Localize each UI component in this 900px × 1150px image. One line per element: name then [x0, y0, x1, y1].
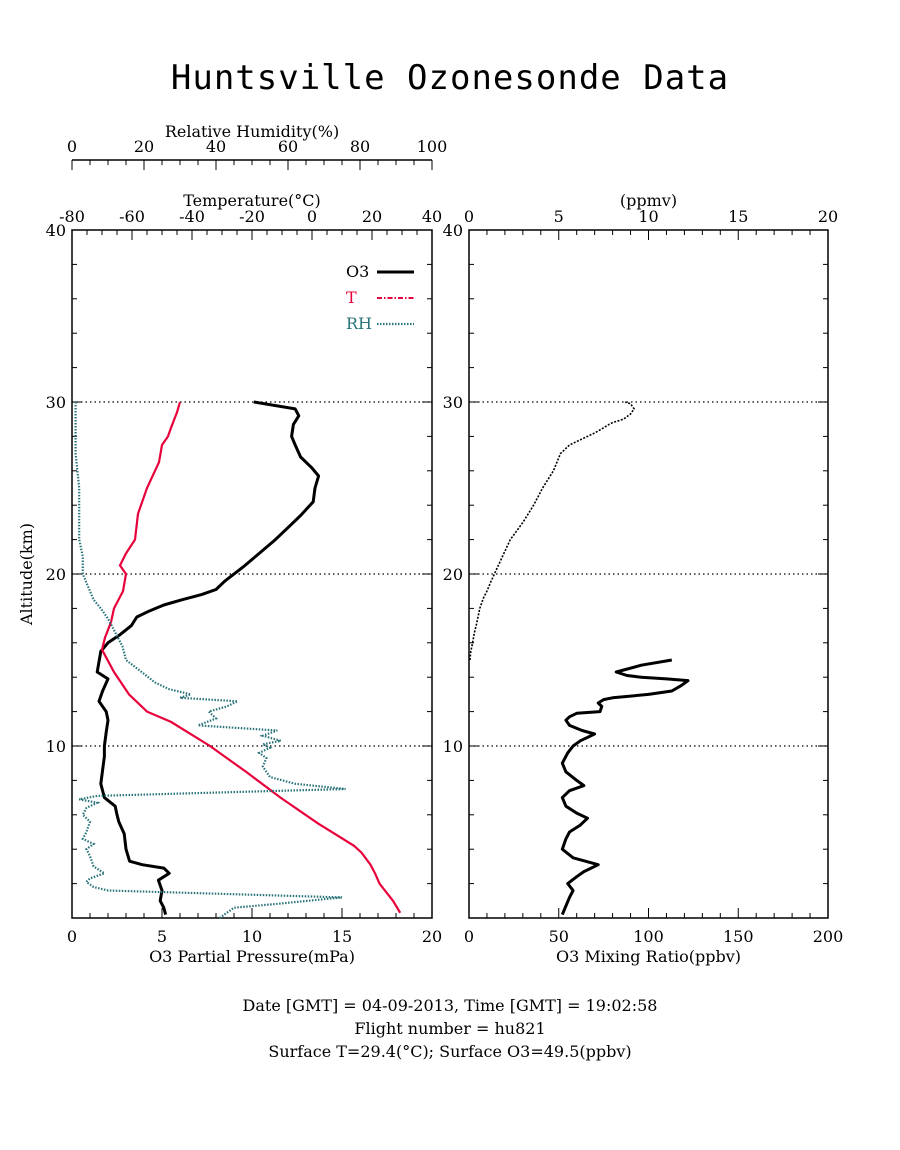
x-bottom-tick-label: 0 — [67, 927, 77, 946]
y-tick-label: 40 — [443, 221, 463, 240]
y-tick-label: 30 — [46, 393, 66, 412]
y-tick-label: 20 — [443, 565, 463, 584]
x-top-temperature-tick-label: 20 — [362, 207, 382, 226]
x-bottom-tick-label: 20 — [422, 927, 442, 946]
x-top-axis-label: (ppmv) — [620, 191, 677, 210]
y-tick-label: 40 — [46, 221, 66, 240]
series-line-rh — [74, 402, 346, 919]
x-top-temperature-tick-label: 40 — [422, 207, 442, 226]
x-top-rh-tick-label: 80 — [350, 137, 370, 156]
legend-label-rh: RH — [346, 314, 372, 333]
x-bottom-tick-label: 5 — [157, 927, 167, 946]
x-bottom-axis-label: O3 Mixing Ratio(ppbv) — [556, 947, 741, 966]
x-bottom-tick-label: 0 — [464, 927, 474, 946]
x-top-rh-tick-label: 0 — [67, 137, 77, 156]
x-bottom-tick-label: 15 — [332, 927, 352, 946]
series-line-t — [100, 401, 402, 914]
series-line-o3-ppmv- — [469, 401, 636, 661]
y-tick-label: 10 — [443, 737, 463, 756]
y-tick-label: 30 — [443, 393, 463, 412]
x-top-tick-label: 0 — [464, 207, 474, 226]
series-line-o3-ppbv- — [560, 658, 690, 916]
x-top-tick-label: 10 — [638, 207, 658, 226]
plot-frame — [468, 229, 829, 919]
x-top-temperature-tick-label: -80 — [59, 207, 85, 226]
footer-date-time: Date [GMT] = 04-09-2013, Time [GMT] = 19… — [242, 996, 658, 1015]
x-top-tick-label: 20 — [818, 207, 838, 226]
panel-left: 10 20 30 40 Altitude(km) 0 5 10 15 20 O3 Partial P… — [17, 122, 447, 966]
x-top-rh-tick-label: 20 — [134, 137, 154, 156]
x-bottom-tick-label: 50 — [549, 927, 569, 946]
chart-title: Huntsville Ozonesonde Data — [170, 58, 730, 98]
legend: O3 T RH — [346, 262, 414, 333]
legend-label-o3: O3 — [346, 262, 369, 281]
x-top-rh-tick-label: 40 — [206, 137, 226, 156]
y-axis-label: Altitude(km) — [17, 523, 36, 626]
footer-surface-values: Surface T=29.4(°C); Surface O3=49.5(ppbv… — [268, 1042, 632, 1061]
x-top-temperature-tick-label: -60 — [119, 207, 145, 226]
x-top-temperature-axis-label: Temperature(°C) — [183, 191, 321, 210]
x-bottom-tick-label: 10 — [242, 927, 262, 946]
x-top-rh-tick-label: 60 — [278, 137, 298, 156]
x-bottom-tick-label: 150 — [723, 927, 754, 946]
footer-flight-number: Flight number = hu821 — [354, 1019, 546, 1038]
x-bottom-axis-label: O3 Partial Pressure(mPa) — [149, 947, 355, 966]
legend-label-t: T — [346, 288, 357, 307]
x-bottom-tick-label: 200 — [813, 927, 844, 946]
x-bottom-tick-label: 100 — [633, 927, 664, 946]
y-tick-label: 10 — [46, 737, 66, 756]
x-top-temperature-tick-label: -40 — [179, 207, 205, 226]
x-top-temperature-tick-label: -20 — [239, 207, 265, 226]
x-top-tick-label: 15 — [728, 207, 748, 226]
y-tick-label: 20 — [46, 565, 66, 584]
x-top-tick-label: 5 — [554, 207, 564, 226]
x-top-rh-axis-label: Relative Humidity(%) — [165, 122, 339, 141]
x-top-rh-tick-label: 100 — [417, 137, 448, 156]
x-top-temperature-tick-label: 0 — [307, 207, 317, 226]
series-line-o3 — [95, 400, 321, 915]
